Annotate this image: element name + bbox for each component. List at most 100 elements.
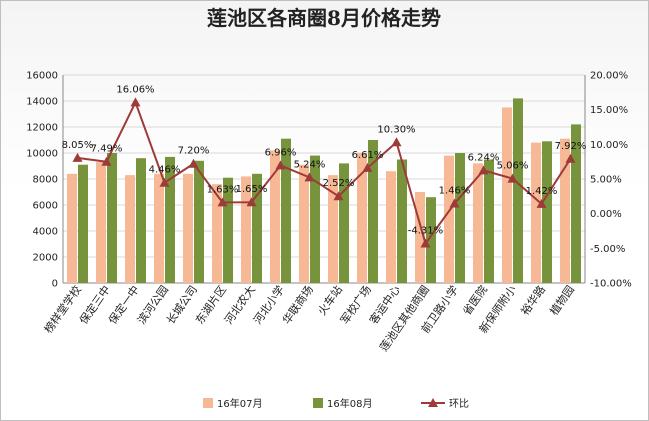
bar-jul <box>212 184 222 283</box>
bar-jul <box>96 162 106 283</box>
ratio-data-label: 7.49% <box>91 144 123 155</box>
ratio-data-label: 7.20% <box>178 146 210 157</box>
bar-aug <box>281 138 291 283</box>
ratio-data-label: 10.30% <box>377 124 415 135</box>
ratio-marker <box>420 238 431 248</box>
y-right-tick-label: -10.00% <box>590 279 632 290</box>
bar-aug <box>136 158 146 283</box>
category-label: 植物园 <box>547 283 577 318</box>
y-left-tick-label: 14000 <box>26 97 58 108</box>
bar-jul <box>415 192 425 283</box>
y-right-tick-label: -5.00% <box>590 244 625 255</box>
bar-aug <box>223 177 233 283</box>
ratio-marker <box>159 177 170 187</box>
ratio-marker <box>130 97 141 107</box>
ratio-data-label: 1.63% <box>207 184 239 195</box>
category-label: 火车站 <box>315 283 345 318</box>
ratio-marker <box>507 173 518 183</box>
bar-aug <box>455 153 465 283</box>
bar-aug <box>165 156 175 283</box>
bar-jul <box>183 173 193 283</box>
ratio-data-label: 6.61% <box>352 150 384 161</box>
bar-jul <box>328 175 338 283</box>
bar-jul <box>357 153 367 283</box>
bar-jul <box>531 142 541 283</box>
bar-aug <box>397 159 407 283</box>
ratio-marker <box>72 152 83 162</box>
category-label: 榜样堂学校 <box>41 283 84 336</box>
bar-aug <box>484 159 494 283</box>
data-labels: 8.05%7.49% 16.06% 4.46% 7.20% 1.63%1.65% 6.96… <box>62 84 587 236</box>
chart-title: 莲池区各商圈8月价格走势 <box>207 6 441 30</box>
legend-label: 环比 <box>449 398 469 410</box>
y-left-tick-label: 8000 <box>33 175 58 186</box>
y-left-tick-label: 6000 <box>33 201 58 212</box>
ratio-data-label: 5.24% <box>294 159 326 170</box>
ratio-data-label: 4.46% <box>149 165 181 176</box>
ratio-data-label: 2.52% <box>323 178 355 189</box>
ratio-marker <box>478 165 489 175</box>
ratio-data-label: -4.31% <box>408 226 443 237</box>
bar-aug <box>542 141 552 283</box>
bar-jul <box>502 107 512 283</box>
ratio-data-label: 7.92% <box>555 141 587 152</box>
y-left-tick-label: 10000 <box>26 149 58 160</box>
category-label: 省医院 <box>460 283 490 318</box>
bar-jul <box>560 138 570 283</box>
bar-jul <box>386 171 396 283</box>
ratio-line-path <box>77 99 572 246</box>
y-right-tick-label: 20.00% <box>590 71 628 82</box>
bar-jul <box>125 175 135 283</box>
y-left-tick-label: 4000 <box>33 227 58 238</box>
ratio-data-label: 1.46% <box>439 186 471 197</box>
bar-aug <box>107 153 117 283</box>
ratio-marker <box>188 158 199 168</box>
bar-aug <box>78 164 88 283</box>
y-left-tick-label: 2000 <box>33 253 58 264</box>
ratio-data-label: 1.42% <box>526 186 558 197</box>
ratio-line <box>72 97 576 248</box>
ratio-marker <box>536 198 547 208</box>
ratio-data-label: 1.65% <box>236 184 268 195</box>
bar-jul <box>241 176 251 283</box>
bars <box>67 98 581 284</box>
ratio-marker <box>304 172 315 182</box>
ratio-marker <box>101 156 112 166</box>
ratio-marker <box>275 160 286 170</box>
y-right-tick-label: 10.00% <box>590 140 628 151</box>
y-left-tick-label: 16000 <box>26 71 58 82</box>
legend-swatch <box>203 398 213 408</box>
bar-jul <box>67 173 77 283</box>
bar-aug <box>339 163 349 283</box>
ratio-marker <box>391 137 402 147</box>
ratio-marker <box>246 197 257 207</box>
y-right-tick-label: 5.00% <box>590 175 622 186</box>
bar-aug <box>426 197 436 283</box>
legend-label: 16年07月 <box>217 397 262 410</box>
ratio-marker <box>362 162 373 172</box>
axes: 0 2000 4000 6000 8000 10000 12000 14000 16000 -10… <box>26 71 632 290</box>
bar-aug <box>368 140 378 283</box>
ratio-data-label: 8.05% <box>62 140 94 151</box>
bar-jul <box>154 173 164 283</box>
ratio-data-label: 16.06% <box>116 84 154 95</box>
y-right-tick-label: 0.00% <box>590 209 622 220</box>
y-right-tick-label: 15.00% <box>590 105 628 116</box>
category-label: 裕华路 <box>518 283 548 318</box>
bar-jul <box>299 164 309 283</box>
ratio-marker <box>333 191 344 201</box>
bar-jul <box>473 163 483 283</box>
ratio-data-label: 6.96% <box>265 147 297 158</box>
ratio-marker <box>449 198 460 208</box>
bar-aug <box>194 160 204 283</box>
bar-aug <box>571 124 581 284</box>
ratio-data-label: 5.06% <box>497 161 529 172</box>
legend-swatch <box>313 398 323 408</box>
y-left-tick-label: 12000 <box>26 123 58 134</box>
bar-jul <box>444 155 454 283</box>
bar-jul <box>270 150 280 283</box>
legend: 16年07月 16年08月 环比 <box>203 397 469 410</box>
ratio-marker <box>217 197 228 207</box>
